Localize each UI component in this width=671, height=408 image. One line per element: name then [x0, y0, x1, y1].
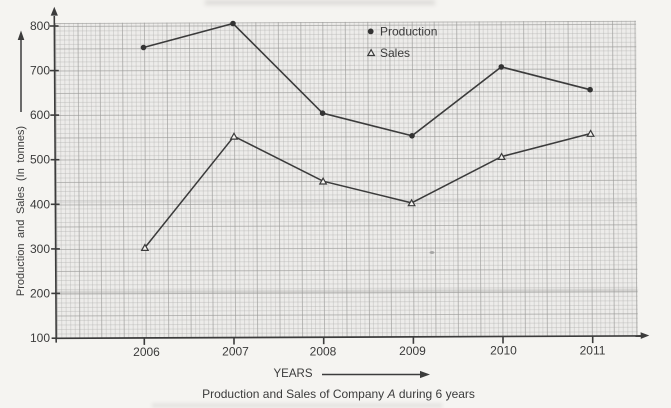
svg-text:Production: Production [380, 25, 437, 39]
svg-text:2008: 2008 [310, 344, 337, 358]
svg-text:600: 600 [30, 108, 50, 122]
svg-text:700: 700 [30, 64, 50, 78]
svg-text:300: 300 [30, 242, 50, 256]
svg-text:Production and Sales (In tonne: Production and Sales (In tonnes) [15, 126, 27, 296]
svg-text:200: 200 [30, 286, 50, 300]
svg-text:400: 400 [30, 197, 50, 211]
svg-text:2007: 2007 [222, 345, 249, 359]
svg-text:Production and Sales of Compan: Production and Sales of Company A during… [202, 387, 475, 401]
svg-text:2009: 2009 [399, 344, 426, 358]
svg-text:100: 100 [30, 331, 50, 345]
svg-text:2011: 2011 [580, 343, 606, 357]
svg-text:500: 500 [30, 153, 50, 167]
svg-text:800: 800 [30, 19, 50, 33]
svg-text:YEARS: YEARS [274, 368, 313, 380]
svg-text:2010: 2010 [490, 344, 517, 358]
svg-text:Sales: Sales [380, 46, 410, 60]
svg-text:2006: 2006 [133, 345, 160, 359]
